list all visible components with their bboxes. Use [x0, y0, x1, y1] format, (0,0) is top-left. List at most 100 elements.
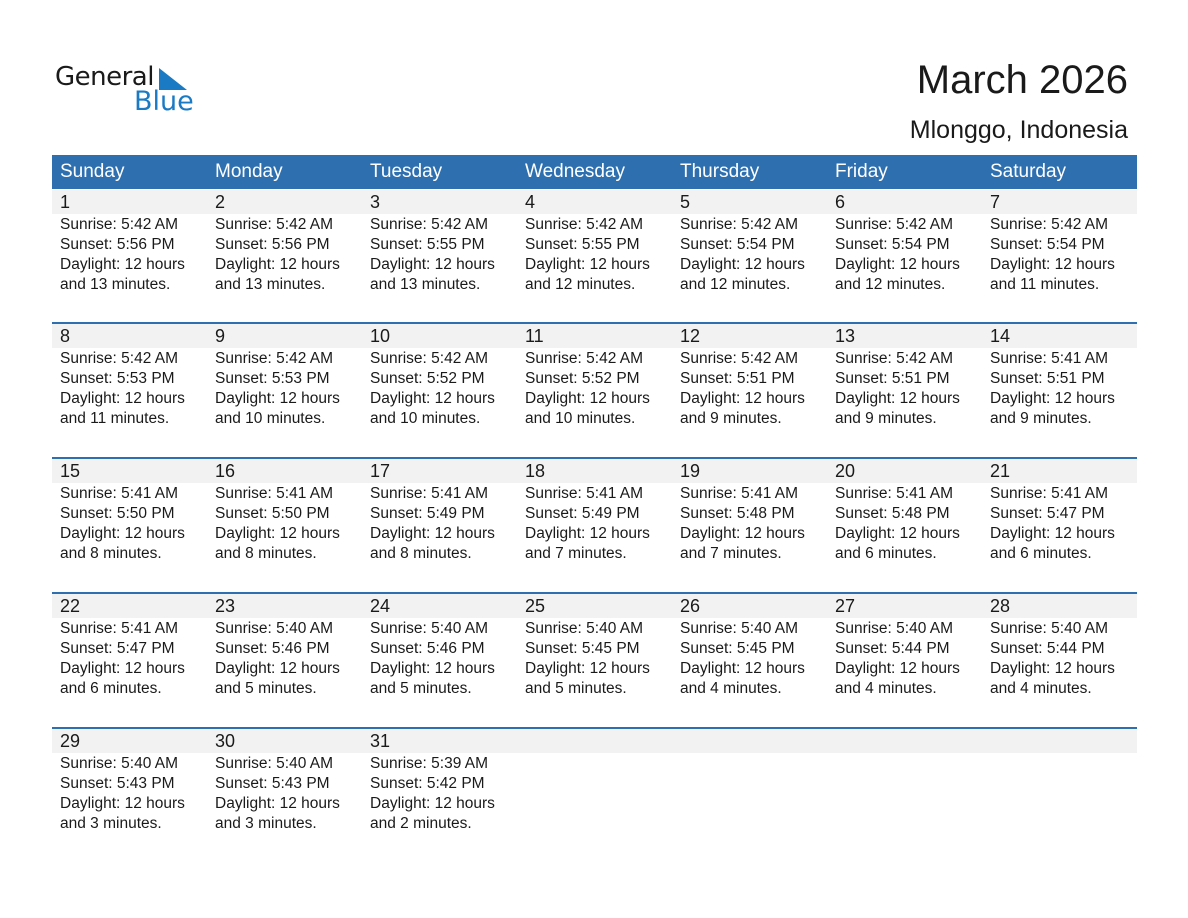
sun-info: Sunrise: 5:41 AM Sunset: 5:49 PM Daylight:… — [370, 484, 517, 564]
minutes-text: and 12 minutes. — [680, 276, 791, 293]
day-cell: 6 Sunrise: 5:42 AM Sunset: 5:54 PM Daylight… — [827, 190, 982, 325]
minutes-text: and 7 minutes. — [680, 545, 782, 562]
sunrise-text: Sunrise: 5:41 AM — [60, 620, 179, 637]
sunrise-text: Sunrise: 5:41 AM — [370, 485, 489, 502]
empty-cell — [672, 729, 827, 864]
sun-info: Sunrise: 5:40 AM Sunset: 5:44 PM Daylight:… — [835, 619, 982, 699]
day-number: 17 — [370, 461, 391, 481]
sun-info: Sunrise: 5:42 AM Sunset: 5:51 PM Daylight:… — [680, 349, 827, 429]
sun-info: Sunrise: 5:42 AM Sunset: 5:54 PM Daylight:… — [835, 215, 982, 295]
day-number: 2 — [215, 192, 226, 212]
minutes-text: and 4 minutes. — [990, 680, 1092, 697]
sunset-text: Sunset: 5:53 PM — [60, 370, 175, 387]
day-number: 27 — [835, 596, 856, 616]
daylight-text: Daylight: 12 hours — [990, 390, 1115, 407]
daylight-text: Daylight: 12 hours — [370, 525, 495, 542]
minutes-text: and 3 minutes. — [60, 815, 162, 832]
minutes-text: and 3 minutes. — [215, 815, 317, 832]
sun-info: Sunrise: 5:42 AM Sunset: 5:52 PM Daylight:… — [370, 349, 517, 429]
daylight-text: Daylight: 12 hours — [680, 256, 805, 273]
sunrise-text: Sunrise: 5:42 AM — [370, 350, 489, 367]
day-number: 9 — [215, 326, 226, 346]
daylight-text: Daylight: 12 hours — [835, 390, 960, 407]
date-band — [52, 190, 1137, 214]
sunrise-text: Sunrise: 5:41 AM — [990, 485, 1109, 502]
sun-info: Sunrise: 5:40 AM Sunset: 5:44 PM Daylight:… — [990, 619, 1137, 699]
logo-triangle-icon — [159, 68, 187, 90]
minutes-text: and 9 minutes. — [835, 410, 937, 427]
sunrise-text: Sunrise: 5:42 AM — [370, 216, 489, 233]
day-cell: 29 Sunrise: 5:40 AM Sunset: 5:43 PM Dayligh… — [52, 729, 207, 864]
day-number: 28 — [990, 596, 1011, 616]
sun-info: Sunrise: 5:42 AM Sunset: 5:53 PM Daylight:… — [215, 349, 362, 429]
day-number: 12 — [680, 326, 701, 346]
sunset-text: Sunset: 5:56 PM — [215, 236, 330, 253]
daylight-text: Daylight: 12 hours — [60, 390, 185, 407]
daylight-text: Daylight: 12 hours — [525, 525, 650, 542]
minutes-text: and 4 minutes. — [835, 680, 937, 697]
sun-info: Sunrise: 5:42 AM Sunset: 5:51 PM Daylight:… — [835, 349, 982, 429]
daylight-text: Daylight: 12 hours — [525, 256, 650, 273]
day-number: 15 — [60, 461, 81, 481]
sunrise-text: Sunrise: 5:42 AM — [525, 350, 644, 367]
date-band — [52, 324, 1137, 348]
sunrise-text: Sunrise: 5:40 AM — [370, 620, 489, 637]
day-number: 24 — [370, 596, 391, 616]
sunset-text: Sunset: 5:49 PM — [370, 505, 485, 522]
sunset-text: Sunset: 5:54 PM — [835, 236, 950, 253]
sunrise-text: Sunrise: 5:42 AM — [990, 216, 1109, 233]
day-cell: 17 Sunrise: 5:41 AM Sunset: 5:49 PM Dayligh… — [362, 459, 517, 594]
minutes-text: and 12 minutes. — [835, 276, 946, 293]
sun-info: Sunrise: 5:42 AM Sunset: 5:56 PM Daylight:… — [215, 215, 362, 295]
daylight-text: Daylight: 12 hours — [60, 525, 185, 542]
sunrise-text: Sunrise: 5:41 AM — [525, 485, 644, 502]
sunset-text: Sunset: 5:46 PM — [215, 640, 330, 657]
sun-info: Sunrise: 5:41 AM Sunset: 5:49 PM Daylight:… — [525, 484, 672, 564]
day-number: 30 — [215, 731, 236, 751]
day-cell: 25 Sunrise: 5:40 AM Sunset: 5:45 PM Dayligh… — [517, 594, 672, 729]
minutes-text: and 11 minutes. — [60, 410, 170, 427]
sunset-text: Sunset: 5:55 PM — [525, 236, 640, 253]
sunset-text: Sunset: 5:48 PM — [680, 505, 795, 522]
day-number: 14 — [990, 326, 1011, 346]
sunset-text: Sunset: 5:45 PM — [525, 640, 640, 657]
sunset-text: Sunset: 5:56 PM — [60, 236, 175, 253]
sunset-text: Sunset: 5:49 PM — [525, 505, 640, 522]
minutes-text: and 6 minutes. — [60, 680, 162, 697]
day-number: 31 — [370, 731, 391, 751]
logo-word-blue: Blue — [134, 86, 194, 117]
sun-info: Sunrise: 5:41 AM Sunset: 5:47 PM Daylight:… — [990, 484, 1137, 564]
minutes-text: and 5 minutes. — [525, 680, 627, 697]
minutes-text: and 8 minutes. — [215, 545, 317, 562]
day-cell: 16 Sunrise: 5:41 AM Sunset: 5:50 PM Dayligh… — [207, 459, 362, 594]
daylight-text: Daylight: 12 hours — [60, 660, 185, 677]
sunrise-text: Sunrise: 5:41 AM — [60, 485, 179, 502]
sun-info: Sunrise: 5:42 AM Sunset: 5:55 PM Daylight:… — [525, 215, 672, 295]
weekday-header: Sunday Monday Tuesday Wednesday Thursday Frid… — [52, 155, 1137, 189]
minutes-text: and 11 minutes. — [990, 276, 1100, 293]
sunset-text: Sunset: 5:43 PM — [60, 775, 175, 792]
sun-info: Sunrise: 5:42 AM Sunset: 5:55 PM Daylight:… — [370, 215, 517, 295]
sun-info: Sunrise: 5:42 AM Sunset: 5:56 PM Daylight:… — [60, 215, 207, 295]
day-cell: 2 Sunrise: 5:42 AM Sunset: 5:56 PM Daylight… — [207, 190, 362, 325]
day-number: 26 — [680, 596, 701, 616]
daylight-text: Daylight: 12 hours — [215, 390, 340, 407]
day-cell: 30 Sunrise: 5:40 AM Sunset: 5:43 PM Dayligh… — [207, 729, 362, 864]
date-band — [52, 459, 1137, 483]
minutes-text: and 6 minutes. — [990, 545, 1092, 562]
sunset-text: Sunset: 5:44 PM — [990, 640, 1105, 657]
sun-info: Sunrise: 5:40 AM Sunset: 5:43 PM Daylight:… — [215, 754, 362, 834]
minutes-text: and 8 minutes. — [60, 545, 162, 562]
sun-info: Sunrise: 5:42 AM Sunset: 5:53 PM Daylight:… — [60, 349, 207, 429]
minutes-text: and 10 minutes. — [370, 410, 481, 427]
date-band — [52, 729, 1137, 753]
sunrise-text: Sunrise: 5:41 AM — [835, 485, 954, 502]
day-number: 19 — [680, 461, 701, 481]
sun-info: Sunrise: 5:39 AM Sunset: 5:42 PM Daylight:… — [370, 754, 517, 834]
empty-cell — [827, 729, 982, 864]
sunset-text: Sunset: 5:44 PM — [835, 640, 950, 657]
sunrise-text: Sunrise: 5:42 AM — [680, 216, 799, 233]
daylight-text: Daylight: 12 hours — [370, 390, 495, 407]
day-cell: 14 Sunrise: 5:41 AM Sunset: 5:51 PM Dayligh… — [982, 324, 1137, 459]
